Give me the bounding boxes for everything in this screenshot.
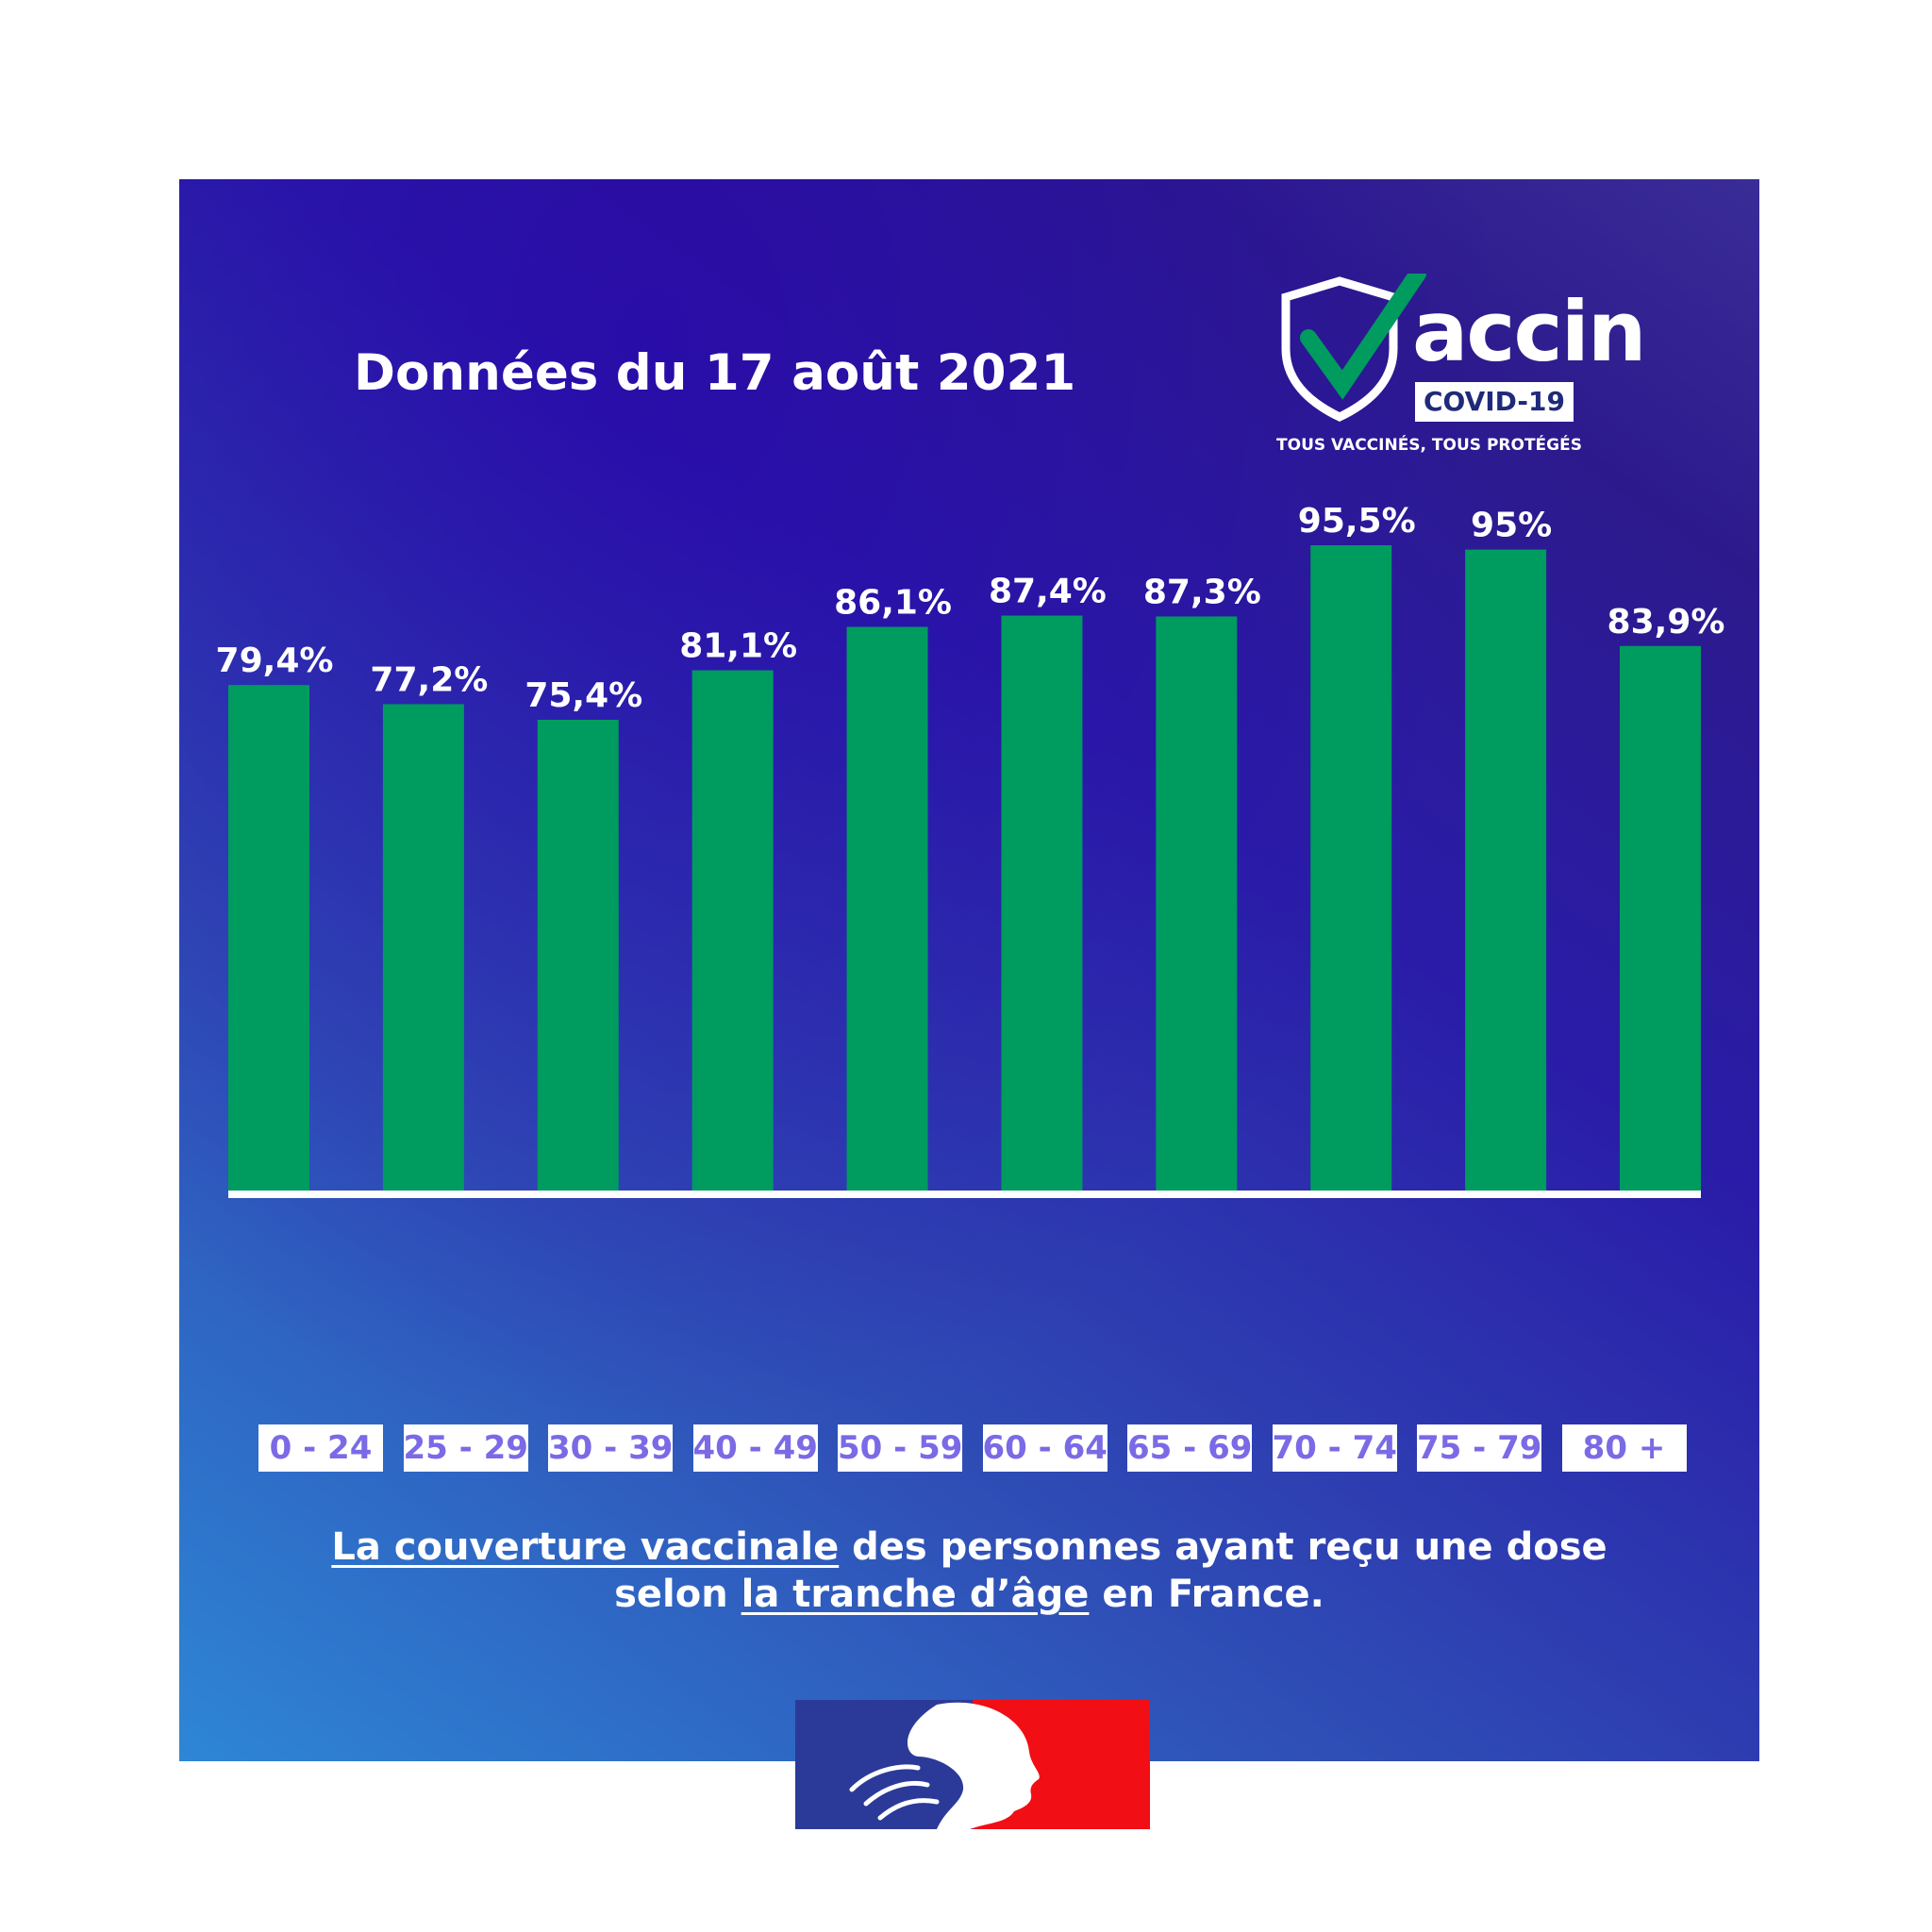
bar-30-39	[537, 720, 619, 1191]
bar-25-29	[382, 704, 464, 1191]
logo-badge: COVID-19	[1415, 382, 1574, 422]
logo-tagline: TOUS VACCINÉS, TOUS PROTÉGÉS	[1276, 436, 1582, 455]
infographic-panel: Données du 17 août 2021 accin COVID-19 T…	[179, 179, 1759, 1761]
caption-text-2: des personnes ayant reçu une dose	[839, 1525, 1607, 1569]
category-label: 30 - 39	[548, 1424, 673, 1472]
bar-value-label: 75,4%	[525, 676, 642, 715]
vaccin-covid-logo: accin COVID-19 TOUS VACCINÉS, TOUS PROTÉ…	[1269, 274, 1647, 462]
category-label: 75 - 79	[1417, 1424, 1541, 1472]
category-label: 60 - 64	[982, 1424, 1108, 1472]
caption-underlined-4: la tranche d’âge	[741, 1573, 1090, 1616]
category-label: 0 - 24	[258, 1424, 383, 1472]
bar-value-label: 87,4%	[989, 573, 1107, 611]
bar-60-64	[1001, 615, 1083, 1191]
caption-underlined-1: La couverture vaccinale	[331, 1525, 840, 1569]
category-label: 65 - 69	[1127, 1424, 1252, 1472]
bar-50-59	[846, 626, 928, 1191]
bar-65-69	[1156, 616, 1238, 1191]
bar-value-label: 95%	[1471, 507, 1552, 545]
bar-0-24	[228, 685, 309, 1191]
bar-value-label: 83,9%	[1607, 603, 1725, 641]
caption: La couverture vaccinale des personnes ay…	[179, 1524, 1759, 1618]
category-label: 50 - 59	[838, 1424, 962, 1472]
logo-word: accin	[1412, 283, 1647, 380]
category-label: 40 - 49	[692, 1424, 818, 1472]
bar-80	[1620, 645, 1701, 1191]
bar-value-label: 87,3%	[1143, 573, 1261, 611]
bar-chart: 79,4% 77,2% 75,4% 81,1% 86,1% 87,4% 87,3% 95,5%…	[216, 502, 1725, 1198]
caption-text-3: selon	[614, 1573, 741, 1616]
caption-text-5: en France.	[1089, 1573, 1324, 1616]
bar-40-49	[691, 670, 774, 1191]
category-label: 80 +	[1561, 1424, 1687, 1472]
category-label: 70 - 74	[1272, 1424, 1397, 1472]
marianne-logo	[795, 1700, 1150, 1829]
bar-70-74	[1310, 545, 1392, 1191]
bar-75-79	[1465, 549, 1547, 1191]
page-title: Données du 17 août 2021	[354, 344, 1076, 402]
shield-check-icon	[1281, 274, 1426, 422]
x-axis-line	[228, 1191, 1701, 1198]
bar-value-label: 95,5%	[1298, 502, 1416, 541]
bar-value-label: 81,1%	[679, 627, 797, 666]
category-label: 25 - 29	[403, 1424, 528, 1472]
bar-value-label: 86,1%	[834, 584, 952, 623]
bar-value-label: 77,2%	[370, 660, 488, 699]
bar-value-label: 79,4%	[216, 641, 334, 680]
